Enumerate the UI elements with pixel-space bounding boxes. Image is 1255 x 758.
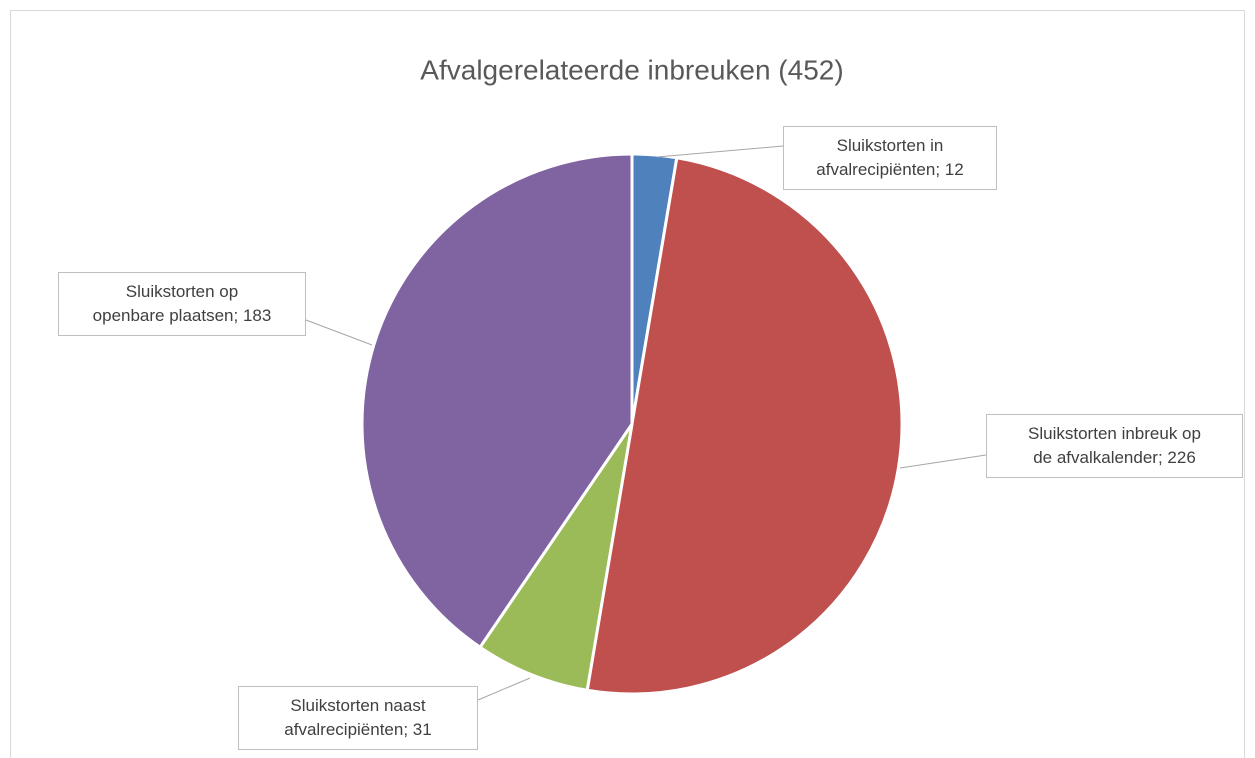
- data-label: Sluikstorten naast afvalrecipiënten; 31: [238, 686, 478, 750]
- pie-slice: [477, 423, 634, 692]
- label-value: 226: [1167, 448, 1196, 467]
- label-category: Sluikstorten inbreuk op de afvalkalender: [1028, 424, 1201, 467]
- data-label: Sluikstorten inbreuk op de afvalkalender…: [986, 414, 1243, 478]
- pie-slice: [360, 152, 634, 650]
- leader-line: [305, 319, 373, 346]
- label-category: Sluikstorten op openbare plaatsen: [92, 282, 239, 325]
- label-separator: ;: [1157, 448, 1168, 467]
- label-value: 12: [944, 160, 964, 179]
- label-separator: ;: [233, 306, 243, 325]
- data-label: Sluikstorten op openbare plaatsen; 183: [58, 272, 306, 336]
- pie-slice: [585, 156, 904, 696]
- label-category: Sluikstorten naast afvalrecipiënten: [284, 696, 426, 739]
- leader-line: [477, 677, 531, 701]
- label-separator: ;: [403, 720, 413, 739]
- leader-line: [899, 454, 987, 469]
- leader-line: [656, 145, 784, 158]
- data-label: Sluikstorten in afvalrecipiënten; 12: [783, 126, 997, 190]
- label-category: Sluikstorten in afvalrecipiënten: [816, 136, 944, 179]
- label-value: 183: [242, 306, 272, 325]
- chart-title: Afvalgerelateerde inbreuken (452): [420, 54, 843, 85]
- label-separator: ;: [935, 160, 945, 179]
- label-value: 31: [412, 720, 432, 739]
- chart-border: [10, 10, 1245, 758]
